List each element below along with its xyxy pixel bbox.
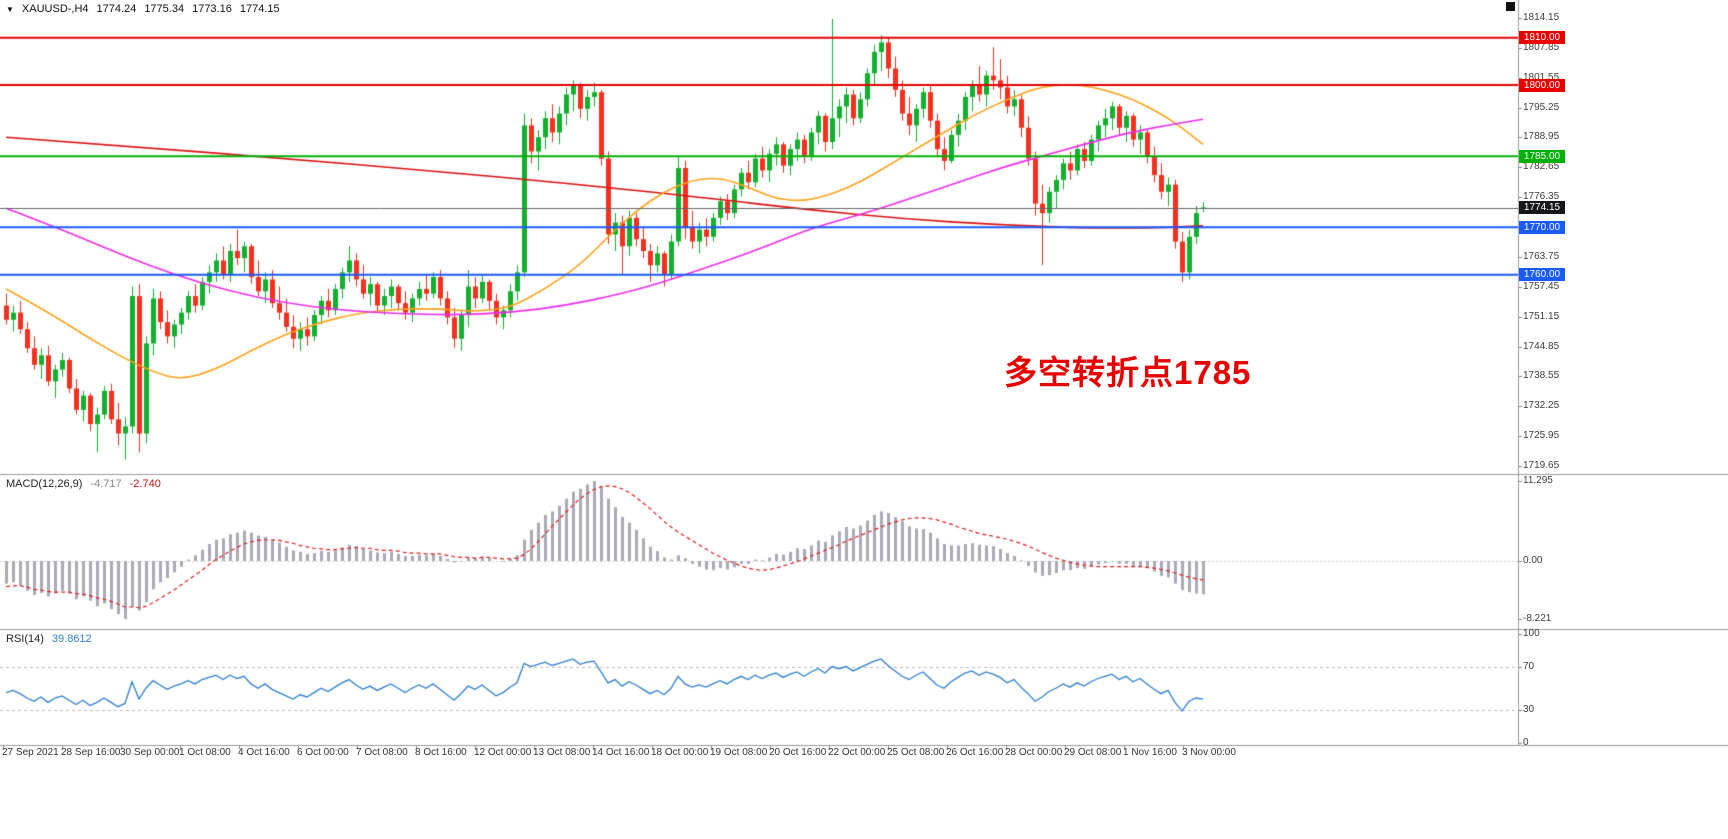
price-axis-label: 1763.75 <box>1523 250 1560 262</box>
bar-high-value: 1775.34 <box>144 3 185 15</box>
macd-axis-label: 11.295 <box>1523 475 1553 487</box>
symbol-period-label: XAUUSD-,H4 <box>21 3 89 15</box>
rsi-axis-label: 70 <box>1523 660 1535 672</box>
time-axis-label: 6 Oct 00:00 <box>297 747 349 758</box>
macd-axis-label: 0.00 <box>1523 555 1543 566</box>
macd-signal-value: -2.740 <box>129 478 161 490</box>
price-axis-label: 1719.65 <box>1523 460 1560 472</box>
time-axis-label: 7 Oct 08:00 <box>356 747 408 758</box>
rsi-axis-label: 100 <box>1523 628 1540 639</box>
symbol-menu-triangle-icon: ▼ <box>6 4 14 14</box>
rsi-axis-label: 30 <box>1523 703 1535 715</box>
time-axis-label: 4 Oct 16:00 <box>238 747 290 758</box>
price-axis-label: 1732.25 <box>1523 400 1560 412</box>
time-axis-label: 22 Oct 00:00 <box>828 747 886 758</box>
macd-name: MACD(12,26,9) <box>6 478 83 490</box>
time-axis-label: 14 Oct 16:00 <box>592 747 650 758</box>
chart-annotation-text: 多空转折点1785 <box>1004 354 1252 391</box>
macd-main-value: -4.717 <box>90 478 122 490</box>
bar-open-value: 1774.24 <box>96 3 137 15</box>
price-axis-label: 1795.25 <box>1523 101 1560 113</box>
time-axis-label: 18 Oct 00:00 <box>651 747 709 758</box>
current-price-tag: 1774.15 <box>1519 201 1565 214</box>
price-axis-label: 1751.15 <box>1523 310 1560 322</box>
chart-shift-marker-icon <box>1506 2 1515 11</box>
bar-close-value: 1774.15 <box>239 3 280 15</box>
time-axis-label: 28 Sep 16:00 <box>61 747 121 758</box>
price-axis-label: 1725.95 <box>1523 430 1560 442</box>
price-level-tag: 1800.00 <box>1519 79 1565 92</box>
time-axis-label: 12 Oct 00:00 <box>474 747 532 758</box>
price-axis-label: 1801.55 <box>1523 71 1560 83</box>
rsi-value: 39.8612 <box>51 633 92 645</box>
price-scale[interactable]: 1814.15 1807.85 1801.55 1795.25 1788.95 1782.… <box>1519 0 1728 748</box>
price-axis-label: 1776.35 <box>1523 191 1560 203</box>
price-level-tag: 1810.00 <box>1519 31 1565 44</box>
bar-low-value: 1773.16 <box>192 3 232 15</box>
time-axis-label: 30 Sep 00:00 <box>120 747 180 758</box>
symbol-ohlc-info: ▼ XAUUSD-,H4 1774.24 1775.34 1773.16 177… <box>6 3 280 15</box>
price-axis-label: 1807.85 <box>1523 41 1560 53</box>
time-axis-label: 27 Sep 2021 <box>2 747 59 758</box>
time-axis-label: 3 Nov 00:00 <box>1182 747 1236 758</box>
price-axis-label: 1814.15 <box>1523 12 1560 23</box>
price-axis-label: 1744.85 <box>1523 340 1560 352</box>
time-axis-label: 1 Oct 08:00 <box>179 747 231 758</box>
price-level-tag: 1760.00 <box>1519 268 1565 281</box>
price-level-tag: 1770.00 <box>1519 221 1565 234</box>
rsi-axis-label: 0 <box>1523 736 1529 748</box>
time-axis-label: 28 Oct 00:00 <box>1005 747 1063 758</box>
price-level-tag: 1785.00 <box>1519 150 1565 163</box>
price-axis-label: 1757.45 <box>1523 280 1560 292</box>
time-axis-label: 29 Oct 08:00 <box>1064 747 1122 758</box>
time-axis-label: 19 Oct 08:00 <box>710 747 768 758</box>
price-axis-label: 1788.95 <box>1523 131 1560 143</box>
rsi-indicator-label: RSI(14) 39.8612 <box>6 633 92 645</box>
rsi-name: RSI(14) <box>6 633 44 645</box>
time-axis-label: 20 Oct 16:00 <box>769 747 827 758</box>
macd-axis-label: -8.221 <box>1523 613 1552 625</box>
time-axis-label: 26 Oct 16:00 <box>946 747 1004 758</box>
time-axis-label: 8 Oct 16:00 <box>415 747 467 758</box>
time-axis-label: 1 Nov 16:00 <box>1123 747 1177 758</box>
price-axis-label: 1738.55 <box>1523 370 1560 382</box>
time-axis-label: 13 Oct 08:00 <box>533 747 591 758</box>
price-axis-label: 1782.65 <box>1523 161 1560 173</box>
time-axis[interactable]: 27 Sep 2021 28 Sep 16:00 30 Sep 00:00 1 Oct… <box>0 746 1728 762</box>
time-axis-label: 25 Oct 08:00 <box>887 747 945 758</box>
macd-indicator-label: MACD(12,26,9) -4.717 -2.740 <box>6 478 161 490</box>
